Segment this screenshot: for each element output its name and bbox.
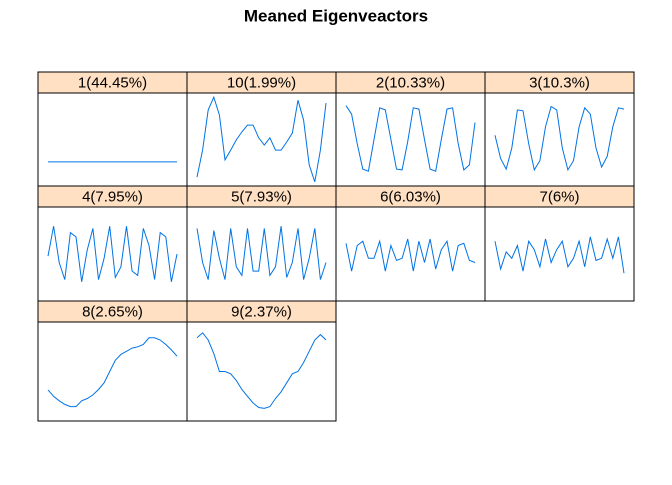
panel: [484, 92, 635, 187]
panel: [186, 321, 337, 422]
data-line: [494, 105, 625, 172]
strip-label: 10(1.99%): [227, 74, 296, 91]
data-line: [345, 238, 476, 272]
chart-title: Meaned Eigenveactors: [244, 6, 428, 25]
panel: [37, 92, 188, 187]
data-line: [494, 236, 625, 274]
data-line: [196, 226, 327, 280]
strip-label: 2(10.33%): [376, 74, 445, 91]
data-line: [196, 332, 327, 409]
strip-label: 4(7.95%): [82, 188, 143, 205]
strip-label: 7(6%): [539, 188, 579, 205]
strip-label: 9(2.37%): [231, 303, 292, 320]
data-line: [47, 337, 178, 408]
panel: [484, 206, 635, 302]
data-line: [196, 95, 327, 182]
strip-label: 8(2.65%): [82, 303, 143, 320]
strip-label: 1(44.45%): [78, 74, 147, 91]
panel: [186, 206, 337, 302]
strip-label: 5(7.93%): [231, 188, 292, 205]
panel: [37, 321, 188, 422]
panel: [335, 92, 486, 187]
strip-label: 3(10.3%): [529, 74, 590, 91]
strip-label: 6(6.03%): [380, 188, 441, 205]
data-line: [345, 105, 476, 172]
data-line: [47, 226, 178, 282]
